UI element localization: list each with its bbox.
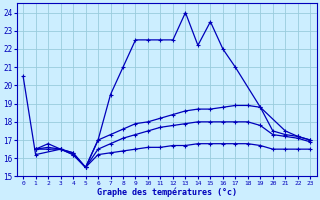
X-axis label: Graphe des températures (°c): Graphe des températures (°c) xyxy=(97,187,237,197)
